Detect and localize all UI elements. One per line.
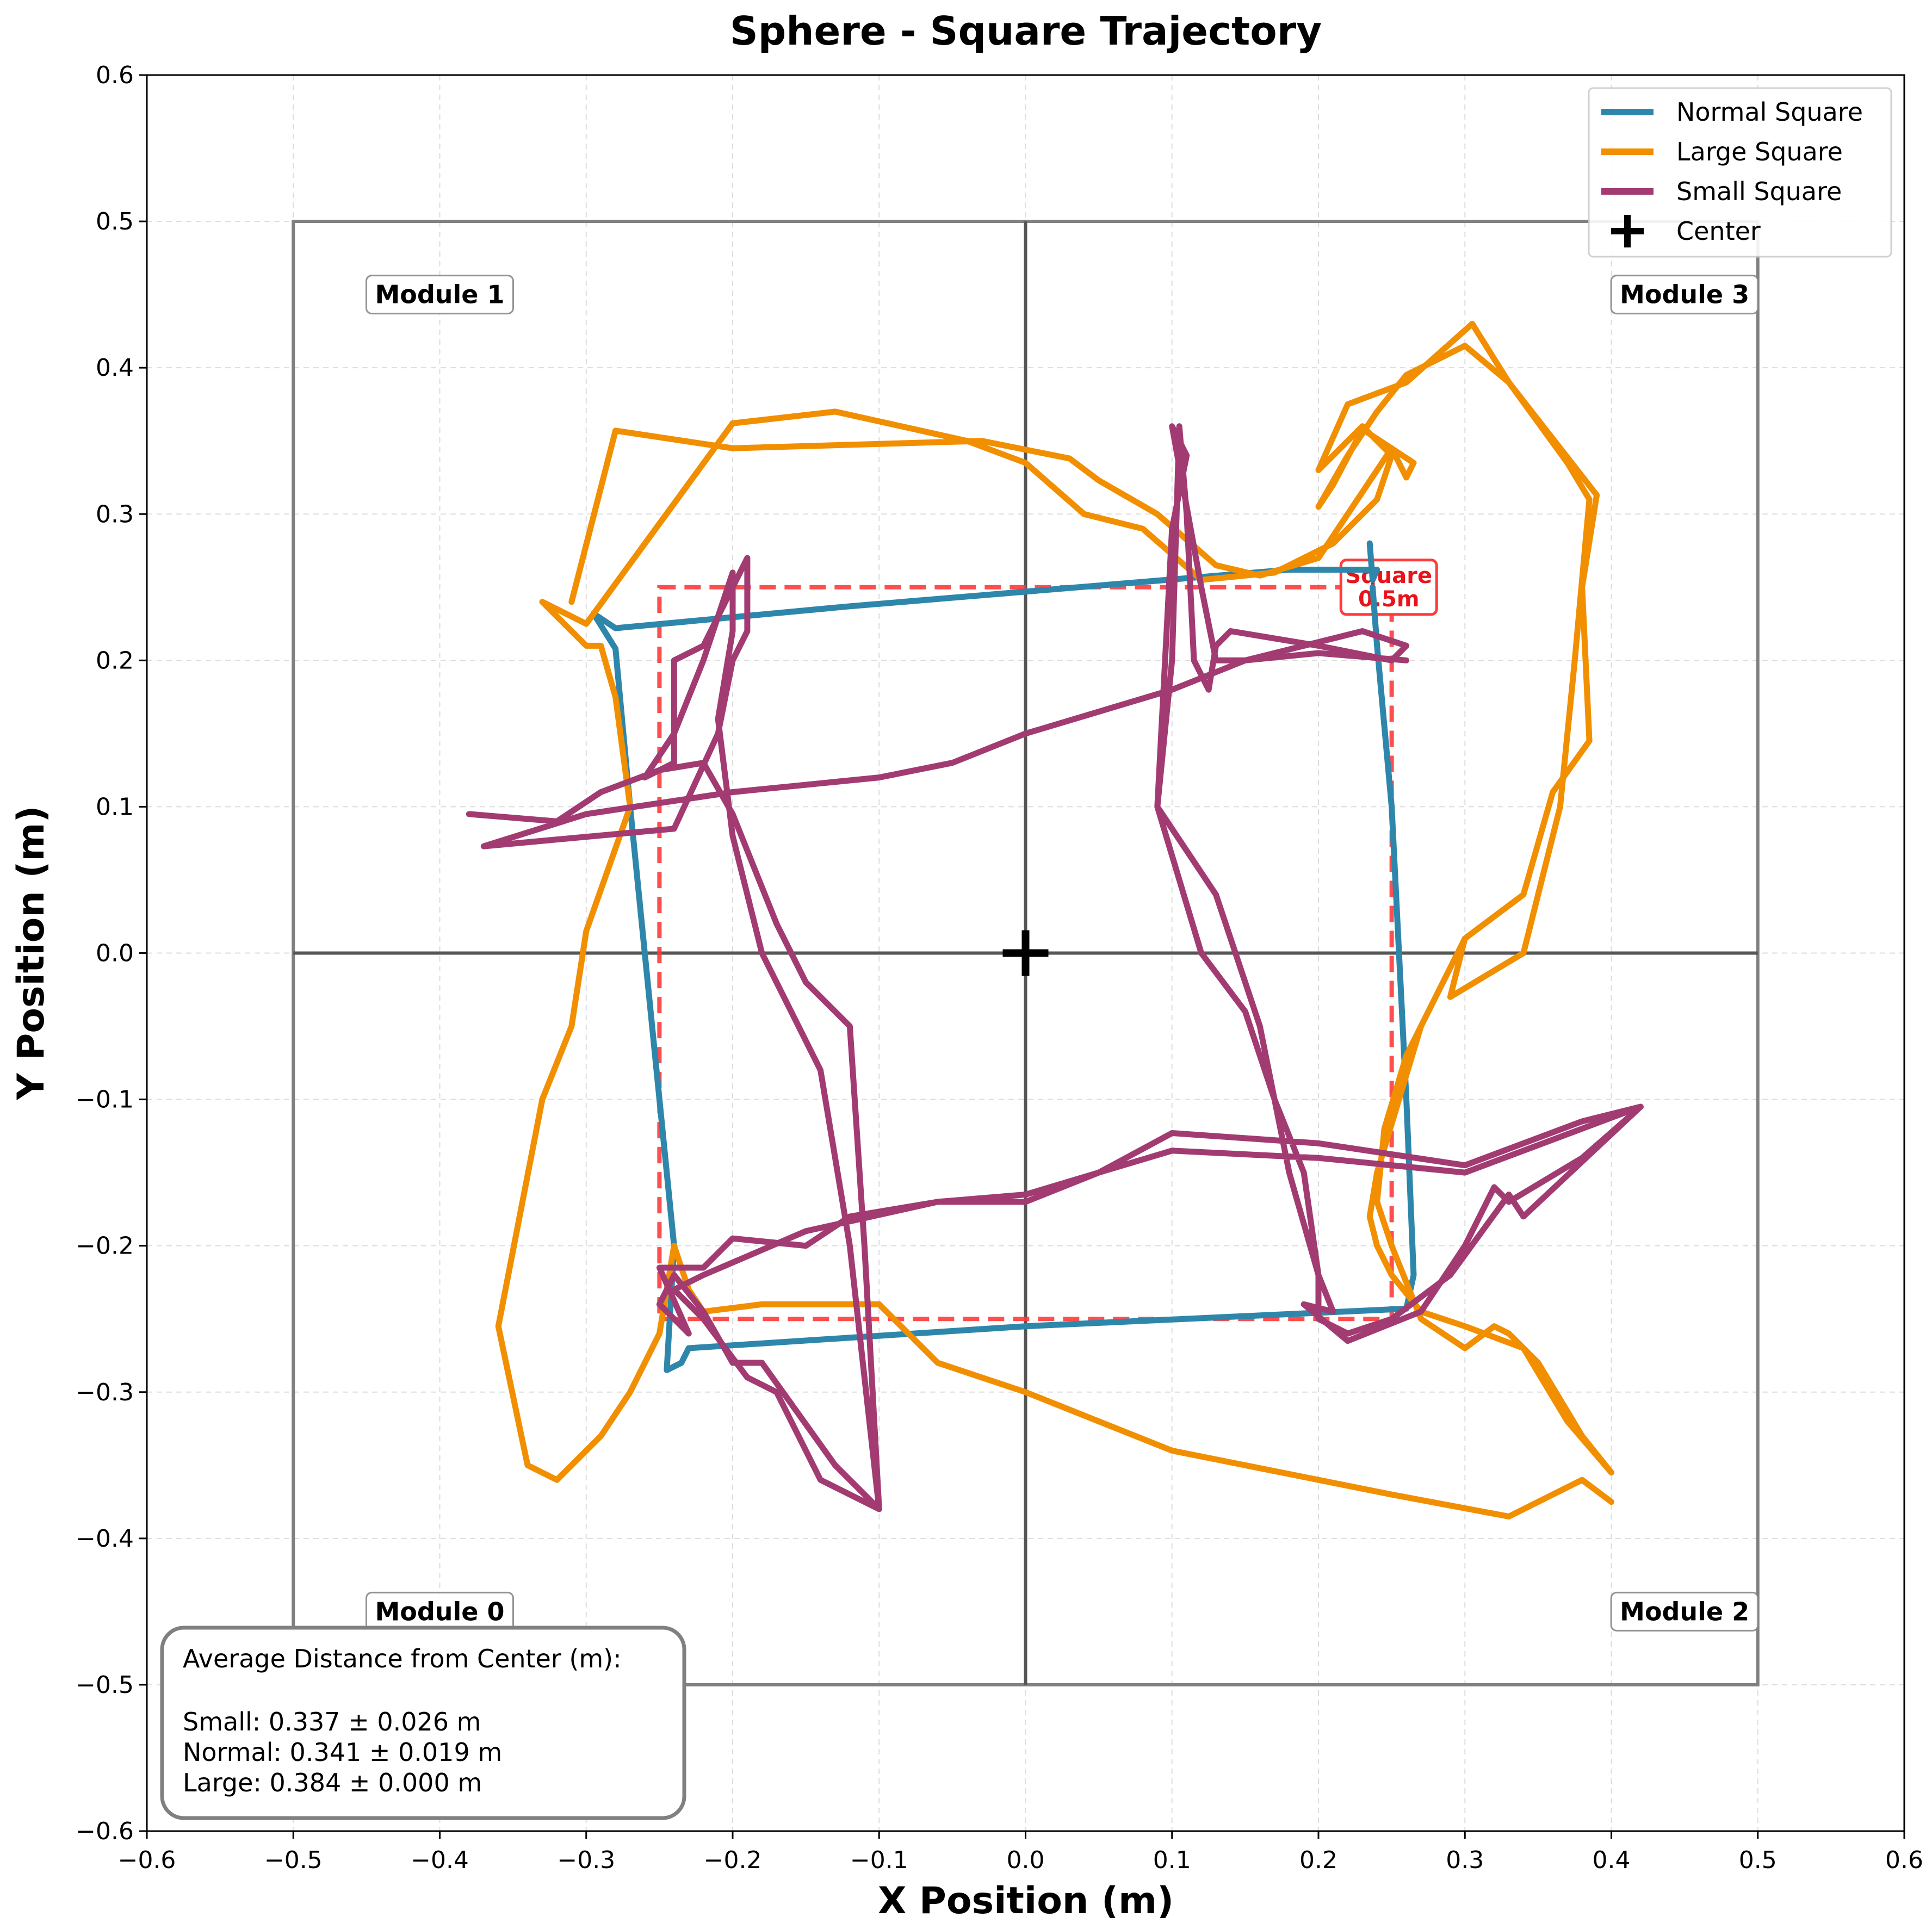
x-tick-label: −0.5: [264, 1846, 323, 1874]
series-line-large-square: [495, 320, 1614, 1519]
module-label-box: [1610, 275, 1759, 315]
legend-label: Large Square: [1676, 137, 1843, 166]
y-tick-label: 0.4: [96, 354, 134, 382]
y-tick-label: 0.5: [96, 208, 134, 235]
x-tick-label: −0.1: [850, 1846, 908, 1874]
y-tick-label: −0.6: [76, 1818, 134, 1845]
stats-box: Average Distance from Center (m): Small: …: [160, 1626, 686, 1820]
series-line-small-square: [466, 423, 1644, 1512]
y-tick-label: 0.3: [96, 500, 134, 528]
legend-label: Center: [1676, 216, 1761, 246]
y-tick-label: −0.3: [76, 1379, 134, 1406]
legend-label: Small Square: [1676, 177, 1842, 206]
legend-frame: [1588, 87, 1892, 258]
stats-frame: [160, 1626, 686, 1820]
y-tick-label: 0.6: [96, 61, 134, 89]
legend-label: Normal Square: [1676, 97, 1863, 127]
y-tick-label: −0.5: [76, 1671, 134, 1699]
y-tick-label: 0.1: [96, 793, 134, 821]
x-tick-label: 0.5: [1739, 1846, 1777, 1874]
stats-large: Large: 0.384 ± 0.000 m: [183, 1768, 482, 1797]
x-tick-label: −0.6: [118, 1846, 176, 1874]
axis-ticks: −0.6 −0.5 −0.4 −0.3 −0.2 −0.1 0.0 0.1 0.2 0.3 0.4 0…: [76, 61, 1923, 1874]
x-tick-label: 0.2: [1299, 1846, 1337, 1874]
module-label: Module 0: [375, 1597, 504, 1626]
x-tick-label: −0.3: [557, 1846, 615, 1874]
module-label-box: [366, 275, 514, 315]
center-marker: [1002, 930, 1049, 976]
module-label: Module 1: [375, 280, 504, 309]
y-tick-label: −0.2: [76, 1232, 134, 1260]
stats-heading: Average Distance from Center (m):: [183, 1644, 622, 1673]
y-tick-label: −0.1: [76, 1086, 134, 1114]
x-tick-label: 0.6: [1885, 1846, 1923, 1874]
module-label: Module 2: [1620, 1597, 1749, 1626]
module-label-box: [1610, 1591, 1759, 1632]
reference-square-label-box: [1339, 559, 1438, 616]
module-labels: Module 1 Module 3 Module 0 Module 2: [366, 275, 1759, 1632]
reference-square-outline: [657, 585, 1394, 1322]
y-tick-label: −0.4: [76, 1525, 134, 1553]
x-tick-label: 0.4: [1593, 1846, 1631, 1874]
x-tick-label: −0.2: [704, 1846, 762, 1874]
x-tick-label: 0.3: [1446, 1846, 1484, 1874]
trajectory-series: [466, 320, 1644, 1519]
x-tick-label: 0.1: [1153, 1846, 1191, 1874]
x-tick-label: 0.0: [1007, 1846, 1045, 1874]
module-label: Module 3: [1620, 280, 1749, 309]
x-tick-label: −0.4: [411, 1846, 469, 1874]
y-tick-label: 0.2: [96, 647, 134, 674]
y-tick-label: 0.0: [96, 940, 134, 967]
reference-square-size: 0.5m: [1358, 587, 1420, 612]
legend: Normal Square Large Square Small Square Cen…: [1588, 87, 1892, 258]
stats-normal: Normal: 0.341 ± 0.019 m: [183, 1738, 502, 1767]
stats-small: Small: 0.337 ± 0.026 m: [183, 1707, 481, 1736]
y-axis-label: Y Position (m): [10, 806, 53, 1101]
chart-title: Sphere - Square Trajectory: [730, 8, 1322, 54]
x-axis-label: X Position (m): [878, 1880, 1174, 1922]
